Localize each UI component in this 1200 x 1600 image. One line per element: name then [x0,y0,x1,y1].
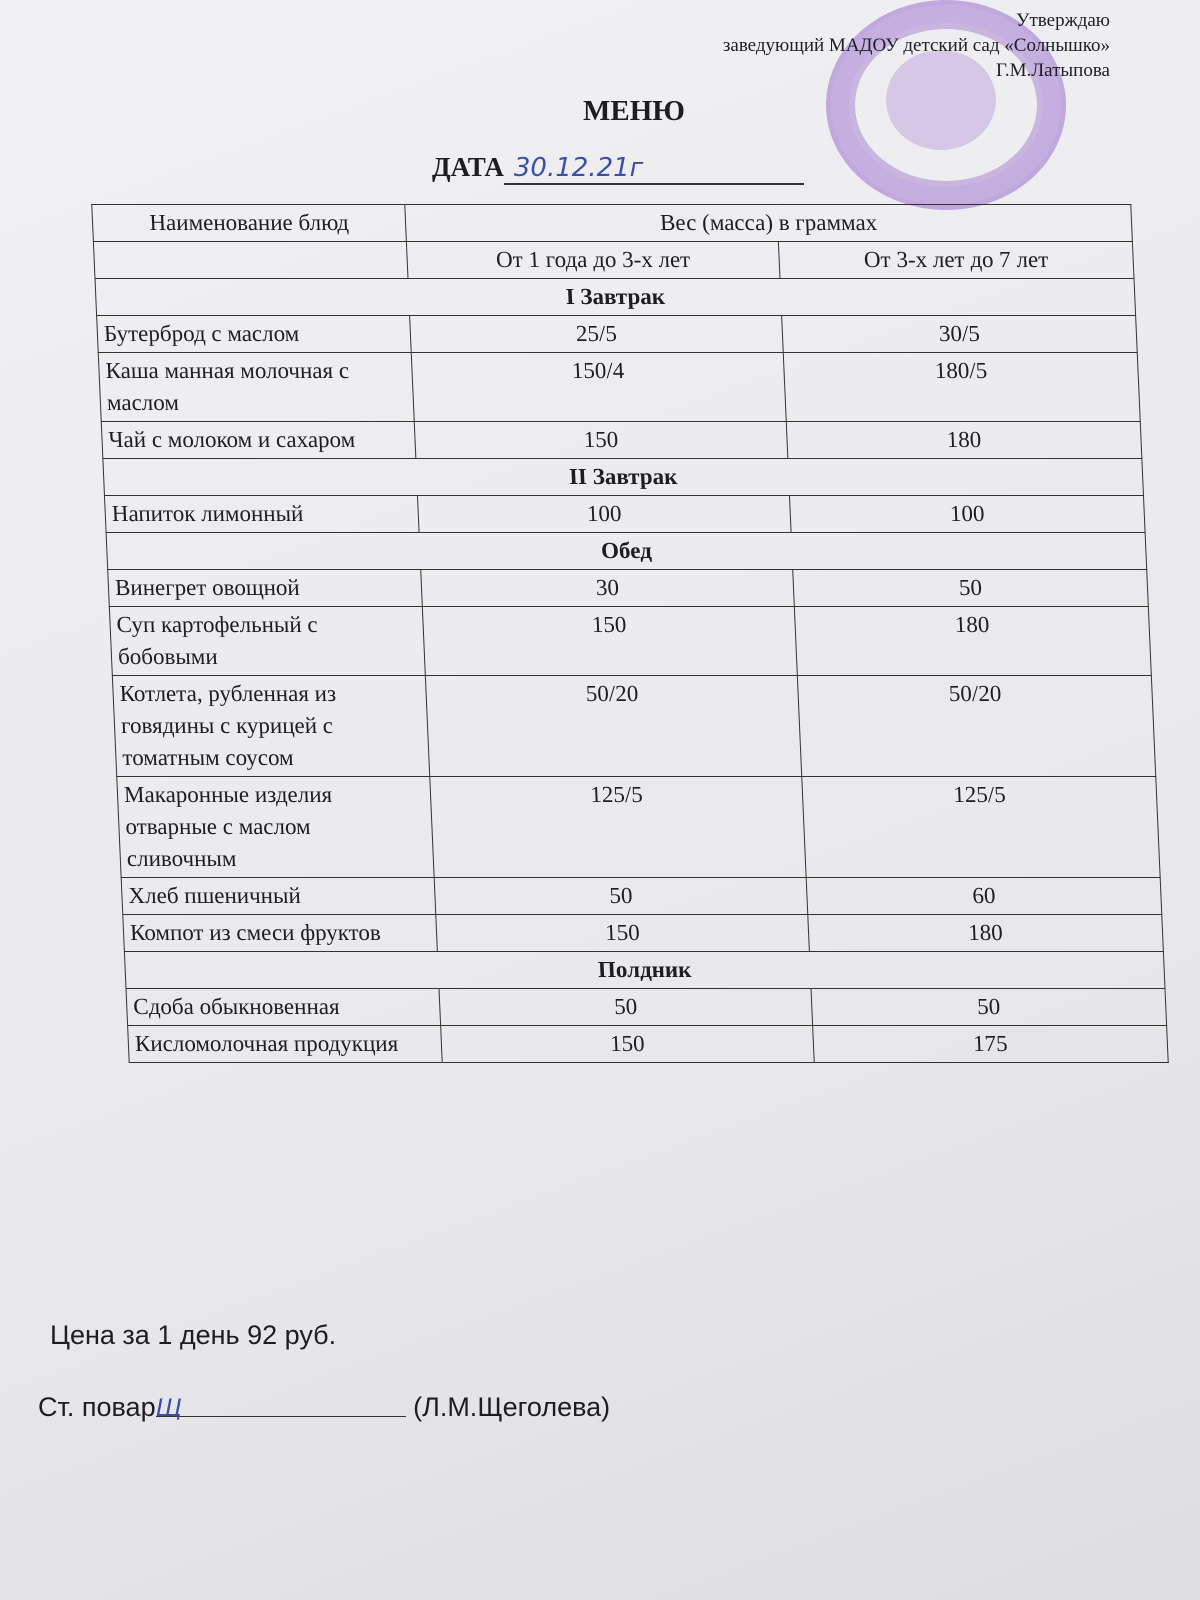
weight-age1: 150 [435,914,810,952]
weight-age1: 50 [434,877,808,915]
weight-age1: 100 [417,495,791,533]
date-value: 30.12.21г [503,153,804,185]
header-name: Наименование блюд [91,204,407,242]
weight-age1: 150 [422,606,798,676]
weight-age1: 50 [438,988,813,1026]
dish-name: Чай с молоком и сахаром [101,421,416,459]
table-row: Винегрет овощной 30 50 [107,569,1149,607]
weight-age2: 50/20 [797,675,1156,777]
dish-name: Винегрет овощной [107,569,423,607]
price: Цена за 1 день 92 руб. [50,1320,337,1350]
weight-age2: 100 [789,495,1146,533]
header-weight: Вес (масса) в граммах [404,204,1133,242]
section-title: II Завтрак [102,458,1144,496]
section-title: I Завтрак [95,278,1136,316]
dish-name: Напиток лимонный [104,495,420,533]
table-row: Макаронные изделия отварные с маслом сли… [116,776,1161,878]
weight-age2: 60 [806,877,1162,915]
cook-label: Ст. повар [38,1392,156,1422]
weight-age1: 150 [414,421,788,459]
cook-name: (Л.М.Щеголева) [413,1392,611,1422]
weight-age1: 125/5 [429,776,807,878]
approval-name: Г.М.Латыпова [996,60,1110,81]
dish-name: Кисломолочная продукция [127,1025,443,1063]
dish-name: Каша манная молочная с маслом [98,352,415,422]
table-row: Суп картофельный с бобовыми 150 180 [109,606,1152,676]
dish-name: Сдоба обыкновенная [125,988,441,1026]
dish-name: Бутерброд с маслом [96,315,412,353]
menu-table: Наименование блюд Вес (масса) в граммах … [91,204,1169,1063]
weight-age2: 180/5 [783,352,1141,422]
dish-name: Котлета, рубленная из говядины с курицей… [112,675,430,777]
section-title: Полдник [124,951,1165,989]
weight-age2: 125/5 [801,776,1161,878]
section-title: Обед [106,532,1147,570]
weight-age2: 180 [807,914,1164,952]
weight-age2: 180 [794,606,1152,676]
table-row: Каша манная молочная с маслом 150/4 180/5 [98,352,1141,422]
dish-name: Хлеб пшеничный [121,877,436,915]
table-row: Компот из смеси фруктов 150 180 [122,914,1164,952]
table-row: Кисломолочная продукция 150 175 [127,1025,1169,1063]
weight-age2: 175 [812,1025,1169,1063]
table-row: Хлеб пшеничный 50 60 [121,877,1162,915]
weight-age2: 50 [810,988,1167,1026]
weight-age2: 50 [792,569,1149,607]
official-stamp [826,0,1066,210]
header-age1: От 1 года до 3-х лет [406,241,780,279]
weight-age2: 180 [786,421,1142,459]
weight-age1: 150/4 [411,352,787,422]
cook-line: Ст. поварЩ (Л.М.Щеголева) [38,1392,610,1423]
header-empty [93,241,409,279]
weight-age1: 150 [440,1025,815,1063]
approval-position: заведующий МАДОУ детский сад «Солнышко» [722,35,1110,56]
table-row: Бутерброд с маслом 25/5 30/5 [96,315,1138,353]
page-title: МЕНЮ [583,95,685,127]
dish-name: Компот из смеси фруктов [122,914,438,952]
dish-name: Суп картофельный с бобовыми [109,606,426,676]
approval-block: Утверждаю заведующий МАДОУ детский сад «… [723,8,1110,83]
table-row: Чай с молоком и сахаром 150 180 [101,421,1142,459]
weight-age1: 25/5 [409,315,784,353]
date-label: ДАТА [432,152,504,182]
header-age2: От 3-х лет до 7 лет [778,241,1135,279]
cook-signature: Щ [155,1394,182,1422]
table-row: Котлета, рубленная из говядины с курицей… [112,675,1156,777]
table-row: Сдоба обыкновенная 50 50 [125,988,1167,1026]
table-row: Напиток лимонный 100 100 [104,495,1146,533]
signature-line: Щ [155,1392,406,1422]
dish-name: Макаронные изделия отварные с маслом сли… [116,776,435,878]
weight-age2: 30/5 [781,315,1138,353]
date-line: ДАТА 30.12.21г [432,152,804,185]
approval-line: Утверждаю [1016,10,1110,31]
weight-age1: 30 [420,569,795,607]
weight-age1: 50/20 [425,675,802,777]
